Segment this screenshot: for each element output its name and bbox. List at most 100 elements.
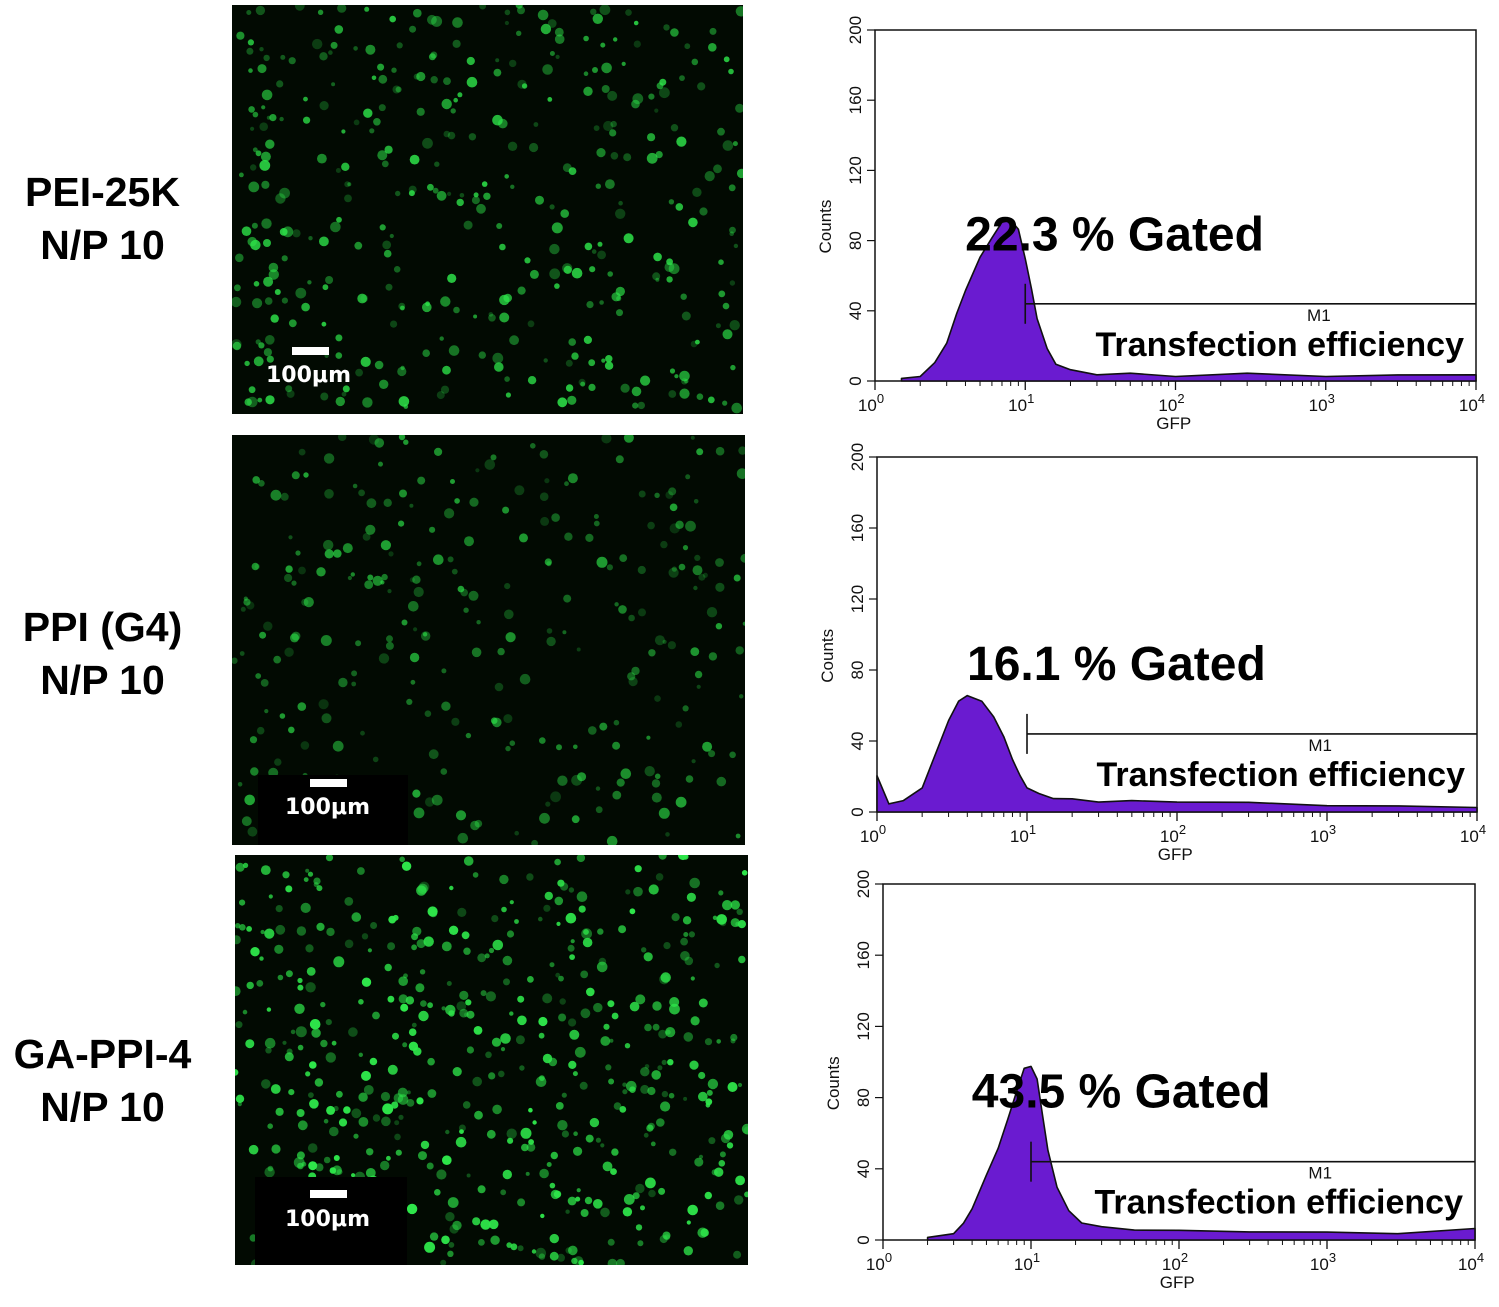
fluorescent-cell <box>335 352 343 359</box>
fluorescent-cell <box>341 129 346 134</box>
fluorescent-cell <box>360 730 365 736</box>
fluorescent-cell <box>616 295 622 302</box>
fluorescent-cell <box>515 1035 525 1045</box>
y-axis-label: Counts <box>818 629 837 683</box>
fluorescent-cell <box>529 142 539 153</box>
fluorescent-cell <box>239 172 244 178</box>
fluorescent-cell <box>473 192 479 198</box>
fluorescent-cell <box>372 575 383 586</box>
gated-percentage: 22.3 % Gated <box>965 209 1264 262</box>
fluorescent-cell <box>420 1140 430 1150</box>
fluorescent-cell <box>503 978 510 986</box>
fluorescent-cell <box>271 1144 281 1154</box>
scale-bar-3 <box>310 1190 347 1198</box>
fluorescent-cell <box>504 174 510 179</box>
fluorescent-cell <box>613 1102 622 1110</box>
fluorescent-cell <box>582 937 593 948</box>
fluorescent-cell <box>622 1082 627 1087</box>
fluorescent-cell <box>252 298 263 309</box>
fluorescent-cell <box>413 586 424 598</box>
fluorescent-cell <box>421 631 431 641</box>
fluorescent-cell <box>244 398 252 406</box>
fluorescent-cell <box>659 87 670 99</box>
scale-bar-1 <box>292 347 329 355</box>
fluorescent-cell <box>704 171 715 182</box>
fluorescent-cell <box>309 1019 321 1030</box>
fluorescent-cell <box>664 1234 671 1241</box>
fluorescent-cell <box>727 1082 738 1092</box>
fluorescent-cell <box>245 1039 255 1049</box>
fluorescent-cell <box>669 368 676 374</box>
fluorescent-cell <box>236 31 245 40</box>
fluorescent-cell <box>297 977 303 984</box>
fluorescent-cell <box>494 682 504 692</box>
fluorescent-cell <box>627 672 636 681</box>
fluorescent-cell <box>549 1251 559 1261</box>
fluorescent-cell <box>729 751 736 759</box>
fluorescent-cell <box>430 76 438 84</box>
fluorescent-cell <box>470 820 480 831</box>
fluorescent-cell <box>646 735 651 740</box>
fluorescent-cell <box>502 506 510 514</box>
fluorescent-cell <box>509 740 516 746</box>
fluorescent-cell <box>529 269 539 279</box>
fluorescent-cell <box>607 90 618 101</box>
y-tick-label: 160 <box>848 514 867 542</box>
row-label-2-line2: N/P 10 <box>40 657 165 703</box>
fluorescent-cell <box>632 1192 640 1200</box>
fluorescent-cell <box>546 628 553 634</box>
fluorescent-cell <box>592 67 598 73</box>
fluorescent-cell <box>540 1213 545 1219</box>
fluorescent-cell <box>504 376 510 382</box>
fluorescent-cell <box>335 396 345 407</box>
fluorescent-cell <box>290 633 299 643</box>
fluorescent-cell <box>292 229 301 238</box>
x-axis-label: GFP <box>1156 414 1191 433</box>
fluorescent-cell <box>308 1161 318 1171</box>
fluorescent-cell <box>374 360 384 370</box>
fluorescent-cell <box>486 1129 496 1139</box>
fluorescent-cell <box>319 236 329 247</box>
fluorescent-cell <box>427 14 437 25</box>
fluorescent-cell <box>417 883 428 894</box>
fluorescent-cell <box>365 44 376 55</box>
fluorescent-cell <box>377 150 388 161</box>
fluorescent-cell <box>451 717 460 726</box>
fluorescent-cell <box>411 933 419 941</box>
fluorescent-cell <box>235 1069 239 1076</box>
fluorescent-cell <box>714 962 720 969</box>
fluorescent-cell <box>613 719 620 726</box>
fluorescent-cell <box>640 375 651 386</box>
fluorescent-cell <box>286 389 295 398</box>
fluorescent-cell <box>531 1249 537 1254</box>
fluorescent-cell <box>337 5 347 13</box>
fluorescent-cell <box>388 551 394 557</box>
fluorescent-cell <box>373 118 381 126</box>
fluorescent-cell <box>737 920 746 929</box>
fluorescent-cell <box>369 1057 378 1066</box>
fluorescent-cell <box>558 1013 567 1022</box>
fluorescent-cell <box>246 10 252 15</box>
fluorescent-cell <box>688 931 695 938</box>
fluorescent-cell <box>305 982 316 993</box>
fluorescent-cell <box>313 877 321 885</box>
fluorescent-cell <box>555 972 561 978</box>
fluorescent-cell <box>380 540 391 551</box>
fluorescent-cell <box>342 543 353 554</box>
fluorescent-cell <box>429 526 436 533</box>
y-tick-label: 0 <box>854 1235 873 1244</box>
fluorescent-cell <box>624 1043 631 1049</box>
fluorescent-cell <box>448 345 460 356</box>
fluorescent-cell <box>468 590 479 601</box>
fluorescent-cell <box>553 1190 562 1198</box>
fluorescent-cell <box>282 226 294 238</box>
fluorescent-cell <box>728 184 736 192</box>
fluorescent-cell <box>432 187 439 194</box>
fluorescent-cell <box>739 694 744 699</box>
fluorescent-cell <box>683 932 689 937</box>
fluorescent-cell <box>611 1148 619 1156</box>
fluorescent-cell <box>661 1059 667 1065</box>
fluorescent-cell <box>729 320 740 331</box>
fluorescent-cell <box>318 699 329 710</box>
fluorescent-cell <box>364 6 370 12</box>
